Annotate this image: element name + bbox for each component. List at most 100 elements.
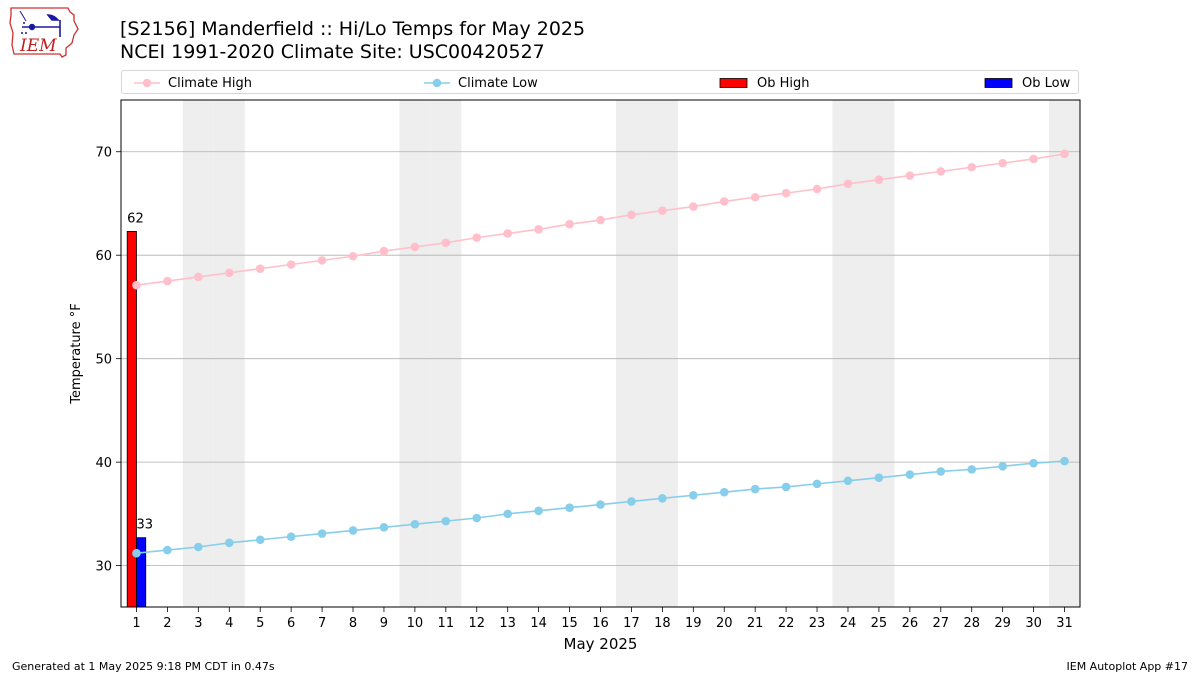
climate-low-point-30 <box>1029 458 1038 468</box>
weekend-band-3 <box>182 100 214 607</box>
climate-low-point-5 <box>255 535 265 545</box>
climate-low-point-22 <box>781 482 791 492</box>
ob-low-value-label-1: 33 <box>136 518 153 533</box>
climate-high-point-27 <box>936 167 946 176</box>
x-tick-label-15: 15 <box>561 616 578 631</box>
climate-high-point-28 <box>967 162 977 172</box>
weekend-band-4 <box>213 100 245 607</box>
x-tick-label-17: 17 <box>623 616 640 631</box>
weekend-band-24 <box>832 100 864 607</box>
weekend-band-31 <box>1049 100 1080 607</box>
climate-high-legend-marker <box>134 78 160 88</box>
climate-low-point-28 <box>967 465 977 474</box>
climate-high-point-14 <box>534 225 543 234</box>
climate-lines <box>132 149 1069 558</box>
x-tick-label-9: 9 <box>380 616 388 631</box>
climate-high-point-2 <box>163 276 172 286</box>
climate-low-legend-marker <box>424 78 450 88</box>
climate-low-point-3 <box>194 542 203 552</box>
climate-low-point-27 <box>936 467 946 476</box>
climate-low-point-4 <box>224 538 234 548</box>
climate-low-point-23 <box>812 479 822 489</box>
chart-legend: Climate High Climate Low Ob High Ob Low <box>121 70 1079 94</box>
x-tick-label-16: 16 <box>592 616 609 631</box>
x-tick-label-20: 20 <box>716 616 733 631</box>
legend-label-ob-low: Ob Low <box>1022 75 1071 91</box>
climate-low-point-13 <box>503 509 512 519</box>
climate-high-point-15 <box>565 219 574 229</box>
iowa-outline-icon <box>9 7 79 58</box>
ob-high-value-label-1: 62 <box>127 211 144 226</box>
chart-title: [S2156] Manderfield :: Hi/Lo Temps for M… <box>120 18 586 40</box>
x-tick-label-24: 24 <box>840 616 857 631</box>
climate-high-point-30 <box>1029 154 1038 164</box>
climate-high-point-5 <box>255 264 265 273</box>
x-tick-label-2: 2 <box>163 616 171 631</box>
climate-low-point-21 <box>750 484 760 494</box>
weekend-band-10 <box>399 100 431 607</box>
legend-label-ob-high: Ob High <box>757 75 810 91</box>
x-tick-label-4: 4 <box>225 616 233 631</box>
y-tick-label-70: 70 <box>95 146 112 161</box>
y-tick-label-40: 40 <box>95 456 112 471</box>
weekend-shading <box>182 100 1080 607</box>
climate-low-point-26 <box>905 470 915 479</box>
climate-high-point-1 <box>132 280 141 290</box>
x-tick-label-26: 26 <box>902 616 919 631</box>
x-tick-label-10: 10 <box>407 616 424 631</box>
weekend-band-18 <box>646 100 678 607</box>
climate-low-point-29 <box>998 461 1007 471</box>
x-tick-label-29: 29 <box>994 616 1011 631</box>
legend-item-ob-low: Ob Low <box>984 74 1070 92</box>
weekend-band-25 <box>863 100 895 607</box>
climate-low-point-16 <box>596 500 605 509</box>
climate-low-point-17 <box>627 497 636 506</box>
climate-low-point-25 <box>874 473 884 482</box>
climate-high-point-29 <box>998 158 1007 168</box>
climate-low-point-1 <box>132 548 141 558</box>
climate-high-point-24 <box>843 179 853 189</box>
climate-low-point-15 <box>565 503 574 512</box>
legend-label-climate-low: Climate Low <box>458 75 538 91</box>
climate-high-point-11 <box>441 238 451 248</box>
bar-value-labels: 62 33 <box>127 211 153 532</box>
climate-high-point-26 <box>905 171 915 180</box>
legend-item-climate-low: Climate Low <box>424 74 538 92</box>
y-tick-label-30: 30 <box>95 560 112 575</box>
chart-subtitle: NCEI 1991-2020 Climate Site: USC00420527 <box>120 41 545 63</box>
x-tick-label-31: 31 <box>1056 616 1073 631</box>
legend-item-climate-high: Climate High <box>134 74 252 92</box>
climate-high-point-10 <box>410 242 420 252</box>
y-gridlines <box>121 151 1080 567</box>
climate-high-point-17 <box>627 210 636 220</box>
climate-low-point-10 <box>410 519 420 529</box>
climate-high-point-21 <box>750 192 760 202</box>
x-tick-label-27: 27 <box>933 616 950 631</box>
climate-low-point-6 <box>286 532 296 541</box>
climate-high-point-8 <box>348 251 358 261</box>
climate-low-point-20 <box>719 487 729 497</box>
climate-high-point-16 <box>596 215 605 225</box>
climate-low-point-7 <box>317 529 327 538</box>
y-tick-label-50: 50 <box>95 353 112 368</box>
x-tick-label-21: 21 <box>747 616 764 631</box>
x-tick-label-30: 30 <box>1025 616 1042 631</box>
climate-high-point-23 <box>812 184 822 194</box>
climate-low-point-14 <box>534 506 543 516</box>
x-tick-label-18: 18 <box>654 616 671 631</box>
climate-low-point-19 <box>689 490 698 500</box>
x-axis-ticks: 1 2 3 4 5 6 7 8 9 10 11 12 13 14 15 16 17 18 19 20 21 22 23 24 2… <box>132 607 1073 631</box>
y-axis-label: Temperature °F <box>69 303 84 404</box>
weekend-band-11 <box>430 100 462 607</box>
x-tick-label-19: 19 <box>685 616 702 631</box>
climate-high-point-9 <box>379 246 389 256</box>
x-tick-label-3: 3 <box>194 616 202 631</box>
ob-low-legend-swatch <box>984 78 1013 88</box>
climate-high-point-12 <box>472 233 482 242</box>
climate-high-point-25 <box>874 175 884 184</box>
legend-label-climate-high: Climate High <box>168 75 253 91</box>
climate-low-point-2 <box>163 545 172 555</box>
x-tick-label-13: 13 <box>499 616 516 631</box>
ob-low-bar-1 <box>136 537 147 608</box>
